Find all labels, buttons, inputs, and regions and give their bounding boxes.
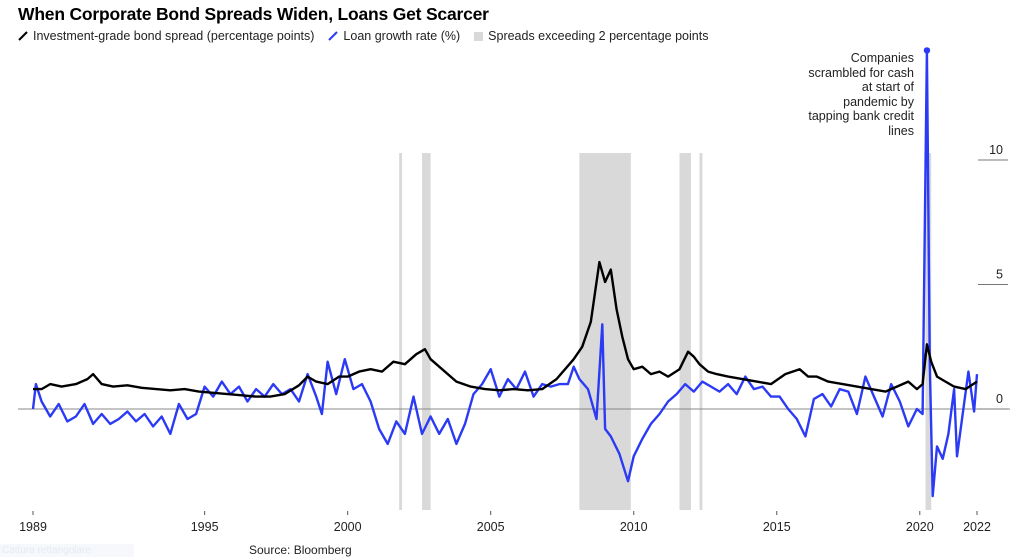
y-axis: 0 5 10 xyxy=(978,143,1008,410)
legend-label-spread: Investment-grade bond spread (percentage… xyxy=(33,29,315,43)
legend-item-band: Spreads exceeding 2 percentage points xyxy=(474,29,708,43)
x-axis: 1989 1995 2000 2005 2010 2015 2020 2022 xyxy=(19,511,991,534)
shaded-band xyxy=(422,153,431,510)
chart-title: When Corporate Bond Spreads Widen, Loans… xyxy=(18,4,489,24)
line-slash-icon xyxy=(18,31,28,41)
legend-item-loan: Loan growth rate (%) xyxy=(328,29,460,43)
y-tick-label: 10 xyxy=(989,143,1003,157)
shaded-band xyxy=(699,153,703,510)
legend-label-loan: Loan growth rate (%) xyxy=(343,29,461,43)
series-lines xyxy=(31,47,979,498)
x-tick-label: 2000 xyxy=(334,520,362,534)
line-slash-icon xyxy=(328,31,339,41)
capture-overlay-label: Cattura rettangolare xyxy=(0,544,134,557)
legend-item-spread: Investment-grade bond spread (percentage… xyxy=(18,29,314,43)
y-tick-label: 5 xyxy=(996,268,1003,282)
shaded-bands xyxy=(399,153,932,510)
square-icon xyxy=(474,31,484,41)
x-tick-label: 1989 xyxy=(19,520,47,534)
peak-marker xyxy=(923,47,931,54)
source-note: Source: Bloomberg xyxy=(249,543,352,557)
pandemic-annotation: Companies scrambled for cash at start of… xyxy=(808,51,914,138)
x-tick-label: 2020 xyxy=(906,520,934,534)
x-tick-label: 2015 xyxy=(763,520,791,534)
legend-label-band: Spreads exceeding 2 percentage points xyxy=(488,29,709,43)
y-tick-label: 0 xyxy=(996,392,1003,406)
x-tick-label: 1995 xyxy=(191,520,219,534)
series-line xyxy=(33,260,978,398)
series-line xyxy=(31,49,979,498)
x-tick-label: 2022 xyxy=(963,520,991,534)
shaded-band xyxy=(679,153,691,510)
x-tick-label: 2010 xyxy=(620,520,648,534)
shaded-band xyxy=(399,153,403,510)
legend: Investment-grade bond spread (percentage… xyxy=(18,29,708,43)
x-tick-label: 2005 xyxy=(477,520,505,534)
